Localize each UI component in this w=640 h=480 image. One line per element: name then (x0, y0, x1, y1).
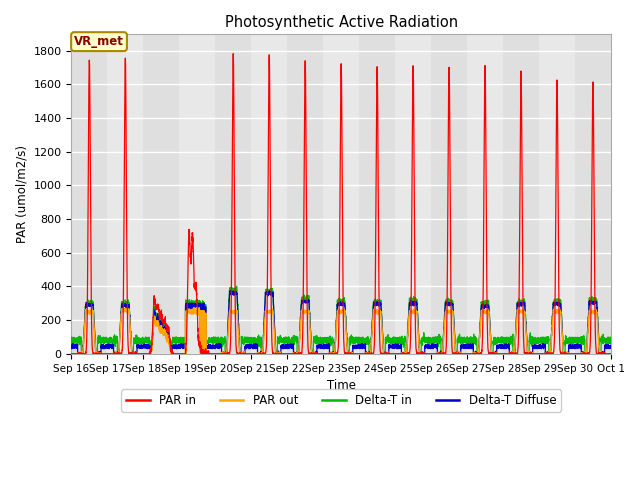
Text: VR_met: VR_met (74, 35, 124, 48)
Delta-T in (77, 351, 85, 357)
Delta-T Diffuse (579, 351, 586, 357)
Legend: PAR in, PAR out, Delta-T in, Delta-T Diffuse: PAR in, PAR out, Delta-T in, Delta-T Dif… (122, 389, 561, 412)
Title: Photosynthetic Active Radiation: Photosynthetic Active Radiation (225, 15, 458, 30)
Line: PAR in: PAR in (72, 54, 611, 354)
Delta-T in (607, 337, 615, 343)
X-axis label: Time: Time (326, 379, 356, 392)
Delta-T Diffuse (227, 288, 234, 293)
PAR in (555, 276, 563, 281)
Delta-T Diffuse (405, 302, 413, 308)
Bar (431, 34, 467, 354)
Delta-T in (579, 335, 586, 341)
PAR out (607, 351, 615, 357)
Delta-T Diffuse (607, 345, 615, 350)
PAR in (68, 351, 76, 357)
PAR out (132, 351, 140, 357)
Delta-T Diffuse (132, 351, 140, 357)
PAR out (579, 351, 586, 357)
PAR out (195, 305, 202, 311)
Bar (503, 34, 539, 354)
PAR in (405, 351, 413, 357)
PAR out (555, 310, 563, 316)
Delta-T in (275, 339, 282, 345)
Delta-T in (233, 283, 241, 289)
Line: Delta-T in: Delta-T in (72, 286, 611, 354)
Delta-T Diffuse (555, 299, 563, 305)
Y-axis label: PAR (umol/m2/s): PAR (umol/m2/s) (15, 145, 28, 243)
PAR in (557, 351, 565, 357)
Line: Delta-T Diffuse: Delta-T Diffuse (72, 290, 611, 354)
Bar (287, 34, 323, 354)
PAR out (275, 349, 282, 355)
Line: PAR out: PAR out (72, 308, 611, 354)
Bar (359, 34, 395, 354)
Delta-T Diffuse (557, 312, 565, 317)
Bar (215, 34, 252, 354)
Delta-T in (132, 332, 140, 338)
Delta-T in (557, 308, 565, 313)
PAR out (68, 351, 76, 357)
PAR in (132, 351, 140, 357)
PAR in (607, 351, 615, 357)
Delta-T Diffuse (275, 351, 282, 357)
Delta-T in (68, 340, 76, 346)
Bar (72, 34, 108, 354)
Bar (143, 34, 179, 354)
PAR in (229, 51, 237, 57)
Delta-T Diffuse (68, 343, 76, 348)
PAR in (579, 351, 586, 357)
PAR out (557, 316, 565, 322)
Delta-T in (405, 300, 413, 306)
PAR in (275, 351, 282, 357)
PAR out (405, 312, 413, 317)
Delta-T in (555, 299, 563, 305)
Bar (575, 34, 611, 354)
Delta-T Diffuse (74, 351, 81, 357)
